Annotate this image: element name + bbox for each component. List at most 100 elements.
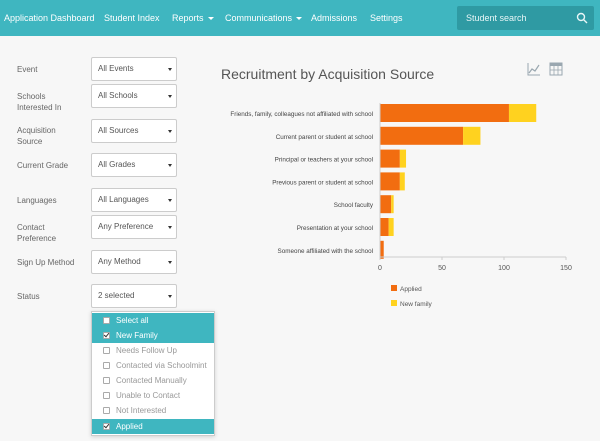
- sign-up-method-label: Sign Up Method: [17, 257, 77, 268]
- status-option-new-family[interactable]: New Family: [92, 328, 214, 343]
- category-label: Current parent or student at school: [276, 134, 373, 141]
- status-select[interactable]: 2 selected: [91, 284, 177, 308]
- status-option-contacted-via-schoolmint[interactable]: Contacted via Schoolmint: [92, 358, 214, 373]
- nav-communications-label: Communications: [225, 13, 292, 23]
- checkbox-icon[interactable]: [103, 317, 110, 324]
- bar-new-family: [391, 195, 393, 213]
- nav-application-dashboard[interactable]: Application Dashboard: [4, 0, 95, 36]
- select-arrow-icon: [168, 68, 172, 71]
- contact-preference-select[interactable]: Any Preference: [91, 215, 177, 239]
- bar-new-family: [463, 127, 480, 145]
- acquisition-source-select-value: All Sources: [98, 126, 138, 135]
- checkbox-icon[interactable]: [103, 362, 110, 369]
- checkbox-checked-icon[interactable]: [103, 423, 110, 430]
- legend-swatch-applied: [391, 285, 397, 291]
- legend-swatch-new-family: [391, 300, 397, 306]
- bar-applied: [380, 127, 463, 145]
- event-select[interactable]: All Events: [91, 57, 177, 81]
- option-label: Select all: [116, 316, 148, 325]
- acquisition-source-label: Acquisition Source: [17, 125, 77, 147]
- status-option-applied[interactable]: Applied: [92, 419, 214, 434]
- select-arrow-icon: [168, 226, 172, 229]
- nav-communications[interactable]: Communications: [225, 0, 302, 36]
- select-arrow-icon: [168, 199, 172, 202]
- x-tick-label: 100: [498, 265, 510, 272]
- contact-preference-select-value: Any Preference: [98, 222, 153, 231]
- top-navigation-bar: Application Dashboard Student Index Repo…: [0, 0, 600, 36]
- option-label: Needs Follow Up: [116, 346, 177, 355]
- nav-reports[interactable]: Reports: [172, 0, 214, 36]
- chevron-down-icon: [208, 17, 214, 20]
- event-label: Event: [17, 64, 77, 75]
- current-grade-select-value: All Grades: [98, 160, 135, 169]
- status-option-contacted-manually[interactable]: Contacted Manually: [92, 373, 214, 388]
- status-option-select-all[interactable]: Select all: [92, 313, 214, 328]
- student-search-input[interactable]: [457, 6, 594, 30]
- student-search: [457, 6, 594, 30]
- category-label: Principal or teachers at your school: [275, 157, 373, 164]
- bar-applied: [380, 104, 509, 122]
- x-tick-label: 50: [438, 265, 446, 272]
- schools-select[interactable]: All Schools: [91, 84, 177, 108]
- nav-settings[interactable]: Settings: [370, 0, 403, 36]
- x-tick-label: 150: [560, 265, 572, 272]
- current-grade-select[interactable]: All Grades: [91, 153, 177, 177]
- checkbox-icon[interactable]: [103, 377, 110, 384]
- option-label: New Family: [116, 331, 158, 340]
- status-option-needs-follow-up[interactable]: Needs Follow Up: [92, 343, 214, 358]
- x-tick-label: 0: [378, 265, 382, 272]
- option-label: Not Interested: [116, 406, 166, 415]
- search-icon[interactable]: [576, 12, 588, 24]
- current-grade-label: Current Grade: [17, 160, 77, 171]
- category-label: Someone affiliated with the school: [278, 248, 373, 255]
- bar-new-family: [389, 218, 394, 236]
- nav-admissions[interactable]: Admissions: [311, 0, 357, 36]
- category-label: Friends, family, colleagues not affiliat…: [230, 111, 373, 118]
- category-label: School faculty: [334, 202, 374, 209]
- status-label: Status: [17, 291, 77, 302]
- schools-interested-label: Schools Interested In: [17, 91, 77, 113]
- bar-new-family: [509, 104, 536, 122]
- status-select-value: 2 selected: [98, 291, 134, 300]
- line-chart-icon[interactable]: [527, 62, 541, 76]
- option-label: Contacted Manually: [116, 376, 187, 385]
- event-select-value: All Events: [98, 64, 134, 73]
- bar-applied: [380, 195, 391, 213]
- bar-new-family: [400, 150, 406, 168]
- schools-select-value: All Schools: [98, 91, 138, 100]
- status-option-unable-to-contact[interactable]: Unable to Contact: [92, 388, 214, 403]
- status-option-not-interested[interactable]: Not Interested: [92, 403, 214, 418]
- sign-up-method-select[interactable]: Any Method: [91, 250, 177, 274]
- checkbox-icon[interactable]: [103, 392, 110, 399]
- category-label: Presentation at your school: [297, 225, 373, 232]
- option-label: Applied: [116, 422, 143, 431]
- table-icon[interactable]: [549, 62, 563, 76]
- select-arrow-icon: [168, 130, 172, 133]
- checkbox-icon[interactable]: [103, 347, 110, 354]
- legend-label: New family: [400, 301, 433, 308]
- nav-student-index[interactable]: Student Index: [104, 0, 160, 36]
- languages-label: Languages: [17, 195, 77, 206]
- languages-select[interactable]: All Languages: [91, 188, 177, 212]
- select-arrow-icon: [168, 164, 172, 167]
- checkbox-icon[interactable]: [103, 407, 110, 414]
- bar-applied: [380, 172, 400, 190]
- status-dropdown-menu: Select all New Family Needs Follow Up Co…: [91, 311, 215, 436]
- select-arrow-icon: [168, 295, 172, 298]
- legend-label: Applied: [400, 286, 422, 293]
- checkbox-checked-icon[interactable]: [103, 332, 110, 339]
- languages-select-value: All Languages: [98, 195, 149, 204]
- contact-preference-label: Contact Preference: [17, 222, 77, 244]
- acquisition-source-select[interactable]: All Sources: [91, 119, 177, 143]
- option-label: Unable to Contact: [116, 391, 180, 400]
- select-arrow-icon: [168, 95, 172, 98]
- category-label: Previous parent or student at school: [272, 179, 373, 186]
- sign-up-method-select-value: Any Method: [98, 257, 141, 266]
- select-arrow-icon: [168, 261, 172, 264]
- bar-applied: [380, 150, 400, 168]
- nav-reports-label: Reports: [172, 13, 204, 23]
- option-label: Contacted via Schoolmint: [116, 361, 207, 370]
- chart-title: Recruitment by Acquisition Source: [221, 66, 434, 82]
- bar-applied: [380, 218, 389, 236]
- chevron-down-icon: [296, 17, 302, 20]
